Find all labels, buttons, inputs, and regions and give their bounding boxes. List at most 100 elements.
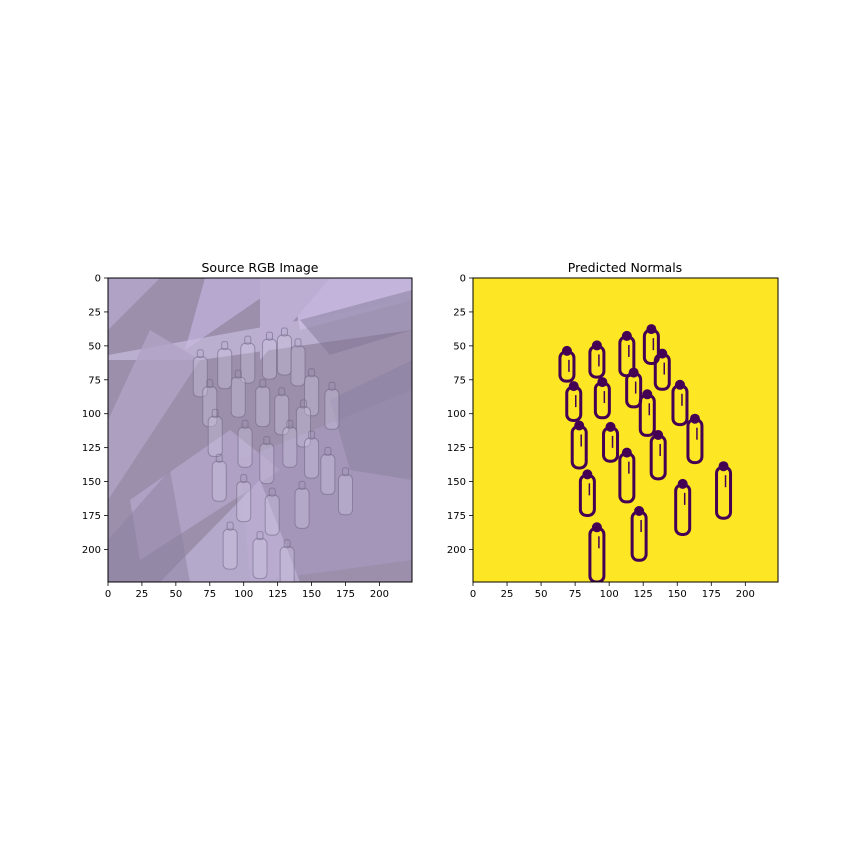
bottle-neck	[286, 419, 294, 429]
normals-panel-title: Predicted Normals	[568, 260, 682, 275]
source-ytick-label: 25	[88, 307, 101, 318]
bottle-neck	[234, 369, 242, 379]
bottle-cap	[634, 506, 645, 516]
source-xtick-label: 25	[136, 589, 149, 600]
bottle-shape	[240, 342, 256, 384]
bottle-neck	[268, 487, 276, 497]
bottle-cap	[621, 330, 632, 341]
bottle-shape	[211, 460, 227, 502]
bottle-cap	[582, 469, 593, 480]
bottle-neck	[308, 368, 316, 378]
bottle-cap	[677, 478, 688, 489]
source-xtick-label: 50	[169, 589, 182, 600]
bottle-neck	[259, 379, 267, 389]
normals-ytick-label: 100	[447, 409, 466, 420]
bottle-neck	[206, 379, 214, 389]
normals-ytick-label: 0	[460, 274, 466, 285]
source-ytick-label: 150	[82, 477, 101, 488]
source-ytick-label: 50	[88, 341, 101, 352]
bottle-neck	[342, 467, 349, 477]
bottle-shape	[282, 426, 298, 468]
normals-ytick-label: 125	[447, 443, 466, 454]
bottle-shape	[259, 443, 275, 485]
bottle-shape	[237, 426, 253, 468]
bottle-neck	[241, 419, 249, 429]
bottle-shape	[264, 494, 280, 536]
source-rgb-panel: Source RGB Image 0 25 50 75 100 125 150 175 200 0…	[82, 260, 413, 601]
bottle-neck	[240, 474, 248, 484]
bottle-cap	[628, 367, 639, 378]
bottle-outlines	[558, 324, 733, 582]
bottle-shape	[230, 376, 246, 418]
bottle-cap	[653, 430, 664, 440]
bottle-shape	[295, 406, 311, 448]
bottle-cap	[718, 461, 729, 472]
bottle-cap	[574, 420, 585, 431]
source-xtick-label: 75	[203, 589, 216, 600]
bottle-cap	[646, 324, 657, 335]
source-ytick-label: 200	[82, 545, 101, 556]
normals-ytick-label: 50	[453, 341, 466, 352]
bottle-shape	[236, 481, 252, 523]
bottle-shape	[255, 386, 271, 428]
bottle-neck	[328, 381, 336, 391]
bottle-neck	[256, 531, 264, 541]
source-xtick-label: 0	[105, 589, 111, 600]
bottle-cap	[642, 389, 653, 400]
bottle-neck	[298, 480, 306, 490]
normals-xtick-label: 200	[736, 589, 755, 600]
bottle-neck	[226, 521, 234, 531]
bottle-neck	[280, 327, 288, 337]
bottle-shape	[294, 487, 310, 529]
bottle-neck	[244, 335, 252, 345]
source-xtick-label: 175	[336, 589, 355, 600]
bottle-neck	[324, 446, 332, 456]
normals-ytick-label: 75	[453, 375, 466, 386]
bottle-shape	[304, 375, 320, 417]
bottle-neck	[211, 408, 219, 418]
normals-xtick-label: 175	[702, 589, 721, 600]
bottle-shapes	[192, 327, 353, 582]
bottle-neck	[221, 341, 229, 351]
bottle-shape	[276, 334, 292, 376]
bottle-shape	[338, 474, 353, 516]
bottle-neck	[196, 349, 204, 359]
bottle-shape	[252, 538, 268, 580]
normals-xtick-label: 25	[501, 589, 514, 600]
bottle-cap	[657, 348, 668, 359]
source-ytick-label: 125	[82, 443, 101, 454]
normals-xtick-label: 125	[634, 589, 653, 600]
source-axes: 0 25 50 75 100 125 150 175 200 0 25 50 75 100 125 150 17…	[82, 274, 389, 601]
bottle-cap	[689, 413, 700, 424]
source-xtick-label: 100	[234, 589, 253, 600]
normals-xtick-label: 100	[600, 589, 619, 600]
source-ytick-label: 100	[82, 409, 101, 420]
bottle-shape	[274, 394, 290, 436]
source-ytick-label: 175	[82, 511, 101, 522]
bottle-cap	[597, 377, 608, 388]
bottle-shape	[290, 345, 306, 387]
bottle-shape	[324, 388, 340, 430]
bottle-cap	[591, 522, 602, 533]
bottle-neck	[278, 387, 286, 397]
source-xtick-label: 125	[268, 589, 287, 600]
normals-ytick-label: 200	[447, 545, 466, 556]
normals-xtick-label: 50	[535, 589, 548, 600]
source-xtick-label: 200	[370, 589, 389, 600]
bottle-shape	[222, 528, 238, 570]
bottle-cap	[621, 447, 632, 458]
source-panel-title: Source RGB Image	[202, 260, 319, 275]
bottle-shape	[192, 356, 208, 398]
source-ytick-label: 0	[95, 274, 101, 285]
normals-image	[473, 278, 778, 582]
normals-ytick-label: 175	[447, 511, 466, 522]
bottle-cap	[561, 345, 572, 356]
source-image	[108, 278, 412, 582]
bottle-cap	[674, 379, 685, 390]
bottle-shape	[207, 415, 223, 457]
bottle-shape	[217, 348, 233, 390]
normals-axes: 0 25 50 75 100 125 150 175 200 0 25 50 75 100 125 150 17…	[447, 274, 755, 601]
normals-ytick-label: 25	[453, 307, 466, 318]
normals-ytick-label: 150	[447, 477, 466, 488]
bottle-shape	[320, 453, 336, 495]
